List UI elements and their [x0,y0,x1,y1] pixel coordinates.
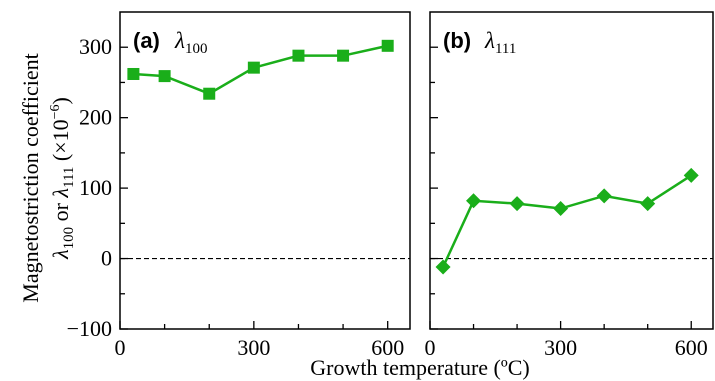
panel-b-marks [429,46,713,330]
y-tick-label: 100 [79,175,112,200]
y-axis-title-line2: λ100 or λ111 (×10−6) [48,97,77,260]
y-axis-lambda-b: λ [48,188,73,199]
panel-b-point [596,188,612,204]
panel-a-point [337,49,350,62]
x-tick-labels: 0 300 600 0 300 600 [115,335,708,360]
panel-a-tag: (a) [133,28,160,53]
panel-b-symbol: λ111 [484,28,516,57]
panel-a-series-line [133,44,388,96]
panel-a-x-tick-label: 0 [115,335,126,360]
panel-a-symbol: λ100 [174,28,207,57]
panel-b-frame [429,11,714,330]
panel-a: (a) λ100 [119,11,411,330]
panel-a-subscript: 100 [185,41,208,57]
panel-a-x-tick-label: 600 [371,335,404,360]
y-tick-label: −100 [67,316,112,341]
y-axis-unit: (×10 [48,119,73,166]
panel-a-frame [119,11,411,330]
y-axis-lambda-a: λ [48,249,73,260]
y-axis-lambda-b-sub: 111 [61,167,77,188]
panel-a-point [292,49,305,62]
y-axis-title-line1: Magnetostriction coefficient [18,53,43,302]
panel-a-marks [119,39,410,330]
panel-b-point [683,167,699,183]
panel-b-x-tick-label: 600 [675,335,708,360]
y-tick-label: 200 [79,105,112,130]
x-axis-title: Growth temperature (ºC) [310,355,529,380]
y-axis-unit-close: ) [48,97,73,104]
panel-b: (b) λ111 [429,11,714,330]
panel-b-series-line [441,174,692,268]
panel-a-point [381,39,394,52]
y-axis-title: Magnetostriction coefficient [18,53,43,302]
panel-a-point [127,67,140,80]
panel-a-x-tick-label: 300 [237,335,270,360]
y-axis-or: or [48,198,73,227]
panel-a-point [158,70,171,83]
panel-a-point [203,87,216,100]
y-axis-subtitle: λ100 or λ111 (×10−6) [48,97,77,260]
panel-b-point [509,196,525,212]
panel-b-x-tick-label: 300 [544,335,577,360]
panel-a-lambda: λ [174,28,185,53]
panel-b-point [553,201,569,217]
panel-b-x-tick-label: 0 [425,335,436,360]
y-tick-label: 300 [79,34,112,59]
panel-b-tag: (b) [443,28,471,53]
panel-a-point [247,61,260,74]
y-axis-lambda-a-sub: 100 [61,227,77,250]
panel-b-point [640,196,656,212]
panel-b-point [435,259,451,275]
y-tick-labels: −100 0 100 200 300 [67,34,112,341]
panel-b-point [466,193,482,209]
y-tick-label: 0 [101,246,112,271]
y-axis-unit-exponent: −6 [48,104,63,119]
panel-b-subscript: 111 [495,41,516,57]
panel-b-lambda: λ [484,28,495,53]
